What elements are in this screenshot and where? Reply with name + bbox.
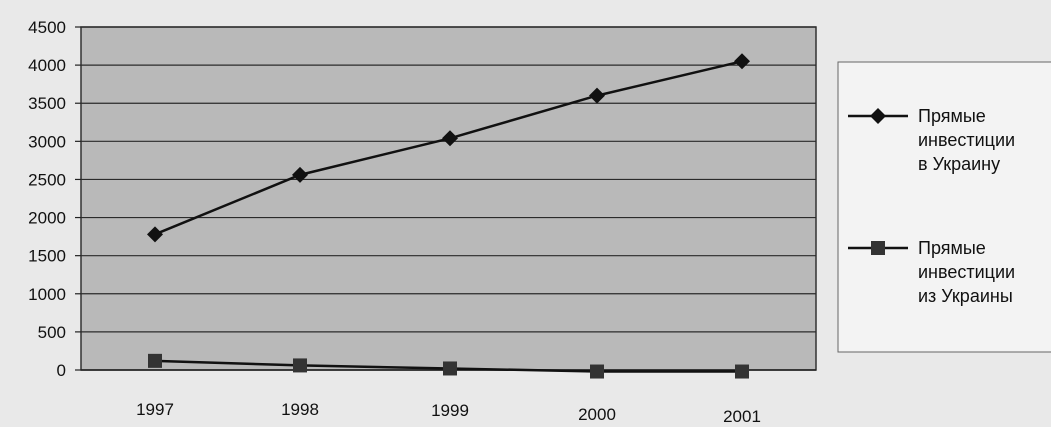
y-tick-label: 1000 xyxy=(28,285,66,304)
data-point-diamond xyxy=(589,87,605,104)
legend-label-line: инвестиции xyxy=(918,262,1015,282)
legend-marker-diamond xyxy=(870,108,886,124)
legend-label-line: Прямые xyxy=(918,106,986,126)
data-point-diamond xyxy=(292,166,308,183)
y-tick-label: 500 xyxy=(38,323,66,342)
legend-label-line: инвестиции xyxy=(918,130,1015,150)
data-point-square xyxy=(735,364,749,379)
y-tick-label: 3500 xyxy=(28,94,66,113)
legend-label-line: Прямые xyxy=(918,238,986,258)
legend-label-line: в Украину xyxy=(918,154,1000,174)
series-layer xyxy=(147,53,750,379)
data-point-diamond xyxy=(147,226,163,243)
y-tick-label: 2500 xyxy=(28,170,66,189)
y-tick-label: 3000 xyxy=(28,132,66,151)
data-point-square xyxy=(590,364,604,379)
data-point-square xyxy=(443,361,457,376)
x-tick-label: 1997 xyxy=(136,400,174,419)
y-tick-label: 2000 xyxy=(28,209,66,228)
x-tick-label: 1999 xyxy=(431,401,469,420)
legend: Прямые инвестиции в Украину Прямые инвестици… xyxy=(837,61,1051,353)
plot-area xyxy=(80,26,817,371)
axes: 0 500 1000 1500 2000 2500 3000 3500 4000 4500 1997… xyxy=(28,18,816,426)
data-point-square xyxy=(148,353,162,368)
legend-label-line: из Украины xyxy=(918,286,1013,306)
y-tick-label: 0 xyxy=(57,361,66,380)
y-tick-label: 4500 xyxy=(28,18,66,37)
legend-marker-square xyxy=(871,241,885,255)
x-tick-label: 2001 xyxy=(723,407,761,426)
y-tick-label: 4000 xyxy=(28,56,66,75)
y-tick-label: 1500 xyxy=(28,247,66,266)
data-point-diamond xyxy=(442,130,458,147)
legend-box xyxy=(837,61,1051,353)
data-point-diamond xyxy=(734,53,750,70)
data-point-square xyxy=(293,358,307,373)
x-tick-label: 2000 xyxy=(578,405,616,424)
x-tick-label: 1998 xyxy=(281,400,319,419)
